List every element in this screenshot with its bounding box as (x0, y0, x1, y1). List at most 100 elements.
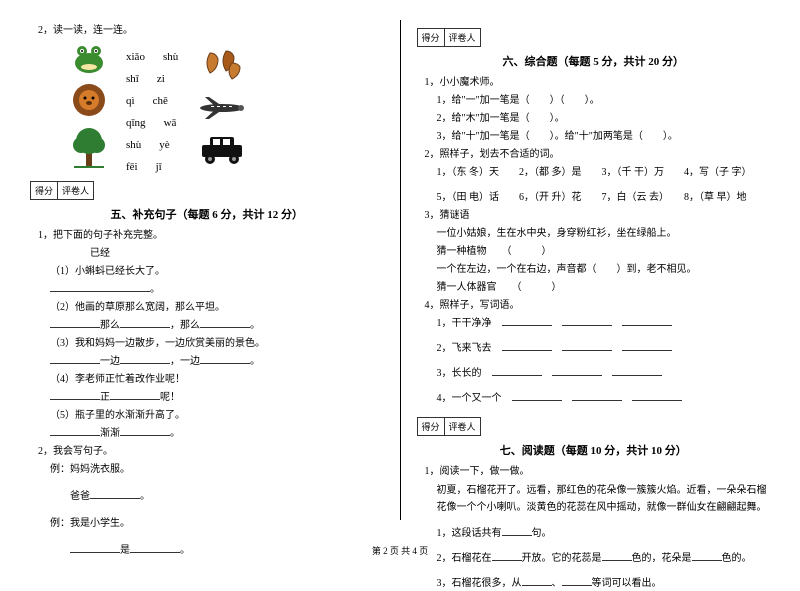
blank[interactable] (622, 316, 672, 326)
blank[interactable] (502, 526, 532, 536)
s6-q4-1: 1，干干净净 (437, 316, 771, 331)
blank[interactable] (622, 341, 672, 351)
blank[interactable] (50, 426, 100, 436)
s5-1-1b: 。 (50, 282, 384, 297)
s5-q2-ex2: 例：我是小学生。 (50, 516, 384, 531)
score-label: 得分 (418, 418, 445, 435)
pinyin-cell: qīng (126, 117, 146, 129)
section-5-title: 五、补充句子（每题 6 分，共计 12 分） (30, 206, 384, 222)
s6-q1-1: 1，给"一"加一笔是（ ）（ ）。 (437, 93, 771, 108)
s6-q4-2: 2，飞来飞去 (437, 341, 771, 356)
score-box-7: 得分 评卷人 (417, 417, 481, 436)
tree-icon (70, 125, 108, 169)
s6-q1: 1，小小魔术师。 (425, 75, 771, 90)
score-box-5: 得分 评卷人 (30, 181, 94, 200)
blank[interactable] (562, 576, 592, 586)
blank[interactable] (502, 341, 552, 351)
s5-1-2: （2）他画的草原那么宽阔，那么平坦。 (50, 300, 384, 315)
blank[interactable] (562, 316, 612, 326)
s5-q2-ex1: 例：妈妈洗衣服。 (50, 462, 384, 477)
s6-q4-4: 4，一个又一个 (437, 391, 771, 406)
blank[interactable] (50, 282, 100, 292)
blank[interactable] (612, 366, 662, 376)
s5-q2-ex1b: 爸爸。 (70, 489, 384, 504)
blank[interactable] (492, 366, 542, 376)
blank[interactable] (552, 366, 602, 376)
s6-q3-1: 一位小姑娘，生在水中央，身穿粉红衫，坐在绿船上。 (437, 226, 771, 241)
s6-q2-2: 5，（田 电）话 6，（开 升）花 7，白（云 去） 8，（草 早）地 (437, 190, 771, 205)
s7-1: 1，这段话共有句。 (437, 526, 771, 541)
pinyin-words: xiǎoshù shīzi qìchē qīngwā shùyè fēijī (126, 51, 178, 173)
leaves-icon (200, 45, 244, 83)
pinyin-cell: qì (126, 95, 135, 107)
plane-icon (197, 93, 247, 123)
s5-q2: 2，我会写句子。 (38, 444, 384, 459)
pinyin-cell: zi (157, 73, 165, 85)
score-box-6: 得分 评卷人 (417, 28, 481, 47)
blank[interactable] (100, 282, 150, 292)
score-label: 得分 (418, 29, 445, 46)
blank[interactable] (562, 341, 612, 351)
blank[interactable] (522, 576, 552, 586)
blank[interactable] (50, 354, 100, 364)
pinyin-cell: shī (126, 73, 139, 85)
pinyin-cell: xiǎo (126, 51, 145, 63)
s6-q1-2: 2，给"木"加一笔是（ ）。 (437, 111, 771, 126)
s6-q3: 3，猜谜语 (425, 208, 771, 223)
pinyin-cell: jī (156, 161, 162, 173)
blank[interactable] (200, 318, 250, 328)
blank[interactable] (120, 354, 170, 364)
pinyin-cell: wā (164, 117, 177, 129)
blank[interactable] (50, 318, 100, 328)
score-label: 得分 (31, 182, 58, 199)
grader-label: 评卷人 (58, 182, 93, 199)
s5-1-1: （1）小蝌蚪已经长大了。 (50, 264, 384, 279)
grader-label: 评卷人 (445, 418, 480, 435)
s5-q1: 1，把下面的句子补充完整。 (38, 228, 384, 243)
blank[interactable] (502, 316, 552, 326)
column-divider (400, 20, 401, 520)
s6-q2: 2，照样子，划去不合适的词。 (425, 147, 771, 162)
pinyin-cell: yè (159, 139, 169, 151)
s6-q1-3: 3，给"十"加一笔是（ ）。给"十"加两笔是（ ）。 (437, 129, 771, 144)
blank[interactable] (120, 318, 170, 328)
blank[interactable] (50, 390, 100, 400)
s6-q3-2: 一个在左边，一个在右边，声音都（ ）到，老不相见。 (437, 262, 771, 277)
s5-1-4: （4）李老师正忙着改作业呢！ (50, 372, 384, 387)
section-6-title: 六、综合题（每题 5 分，共计 20 分） (417, 53, 771, 69)
s6-q2-1: 1，（东 冬）天 2，（都 多）是 3，（千 干）万 4，写（子 字） (437, 165, 771, 180)
pinyin-match-block: xiǎoshù shīzi qìchē qīngwā shùyè fēijī (70, 41, 384, 173)
s5-1-2b: 那么，那么。 (50, 318, 384, 333)
s7-q1: 1，阅读一下，做一做。 (425, 464, 771, 479)
s5-hint: 已经 (90, 246, 384, 261)
blank[interactable] (512, 391, 562, 401)
s7-3: 3，石榴花很多，从、等词可以看出。 (437, 576, 771, 591)
pinyin-cell: chē (153, 95, 168, 107)
blank[interactable] (110, 390, 160, 400)
left-column: 2，读一读，连一连。 (30, 20, 384, 520)
s6-q4: 4，照样子，写词语。 (425, 298, 771, 313)
lion-icon (70, 81, 108, 119)
pinyin-cell: fēi (126, 161, 138, 173)
s6-q3-1b: 猜一种植物 （ ） (437, 244, 771, 259)
s5-1-3: （3）我和妈妈一边散步，一边欣赏美丽的景色。 (50, 336, 384, 351)
blank[interactable] (120, 426, 170, 436)
page-footer: 第 2 页 共 4 页 (0, 544, 800, 557)
pinyin-cell: shù (126, 139, 141, 151)
blank[interactable] (200, 354, 250, 364)
blank[interactable] (572, 391, 622, 401)
s5-1-5: （5）瓶子里的水渐渐升高了。 (50, 408, 384, 423)
blank[interactable] (90, 489, 140, 499)
left-icons (70, 41, 108, 169)
section-7-title: 七、阅读题（每题 10 分，共计 10 分） (417, 442, 771, 458)
s5-1-3b: 一边，一边。 (50, 354, 384, 369)
blank[interactable] (632, 391, 682, 401)
s7-passage: 初夏，石榴花开了。远看，那红色的花朵像一簇簇火焰。近看，一朵朵石榴花像一个个小喇… (437, 482, 771, 516)
s6-q4-3: 3，长长的 (437, 366, 771, 381)
car-icon (196, 133, 248, 167)
q2-prompt: 2，读一读，连一连。 (38, 23, 384, 38)
s6-q3-2b: 猜一人体器官 （ ） (437, 280, 771, 295)
s5-1-4b: 正呢！ (50, 390, 384, 405)
right-column: 得分 评卷人 六、综合题（每题 5 分，共计 20 分） 1，小小魔术师。 1，… (417, 20, 771, 520)
grader-label: 评卷人 (445, 29, 480, 46)
